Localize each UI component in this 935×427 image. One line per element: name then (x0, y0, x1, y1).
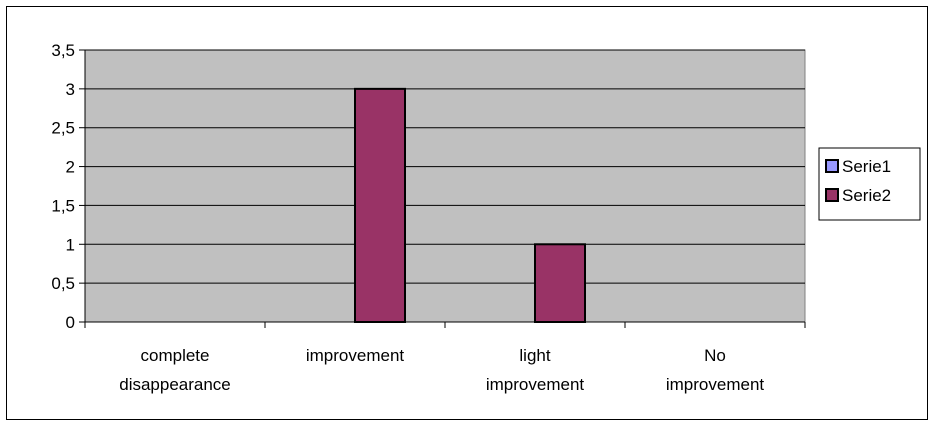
x-category-label: light improvement (486, 346, 585, 394)
y-tick-label: 2 (66, 158, 75, 177)
x-category-label-line: No (704, 346, 726, 365)
y-tick-label: 1 (66, 235, 75, 254)
bar-serie2 (534, 243, 586, 324)
plot-area: 0 0,5 1 1,5 2 2,5 3 3,5 complete disappearance imp… (51, 41, 806, 394)
x-category-label-line: improvement (666, 375, 765, 394)
x-category-label: complete disappearance (119, 346, 231, 394)
y-tick-label: 3 (66, 80, 75, 99)
legend-swatch-serie2 (825, 188, 839, 202)
y-tick-label: 0,5 (51, 274, 75, 293)
x-category-label-line: complete (141, 346, 210, 365)
x-category-label: No improvement (666, 346, 765, 394)
x-category-label: improvement (306, 346, 405, 365)
legend-swatch-serie1 (825, 159, 839, 173)
plot-background (84, 49, 806, 323)
y-tick-label: 0 (66, 313, 75, 332)
x-category-label-line: improvement (486, 375, 585, 394)
legend-label-serie1: Serie1 (842, 157, 891, 176)
x-category-label-line: light (519, 346, 550, 365)
x-category-label-line: improvement (306, 346, 405, 365)
y-tick-label: 1,5 (51, 196, 75, 215)
y-tick-label: 3,5 (51, 41, 75, 60)
legend-label-serie2: Serie2 (842, 186, 891, 205)
legend: Serie1 Serie2 (818, 147, 921, 221)
y-tick-label: 2,5 (51, 119, 75, 138)
bar-serie2 (354, 87, 406, 323)
x-category-label-line: disappearance (119, 375, 231, 394)
